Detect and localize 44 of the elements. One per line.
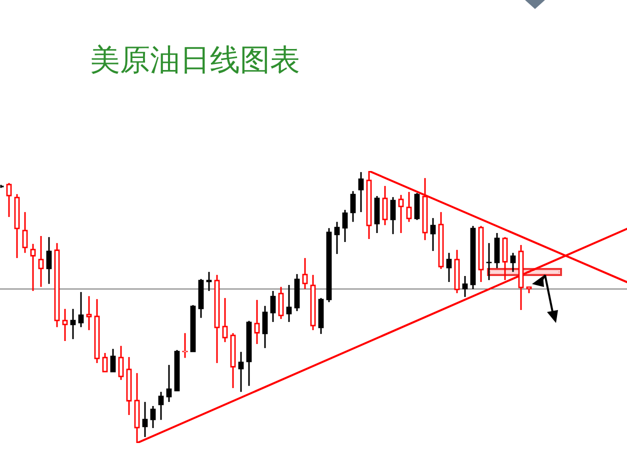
candlestick [86,295,92,331]
candlestick [206,271,212,292]
candlestick [38,235,44,288]
candlestick [262,305,268,349]
candlestick [182,332,188,359]
candlestick [102,352,108,373]
candlestick [238,351,244,393]
candlestick [462,275,468,298]
candlestick [46,236,52,285]
candlestick [414,192,420,221]
candlestick [446,252,452,283]
candlestick [110,348,116,373]
candlestick [142,401,148,438]
candlestick [118,345,124,381]
candlestick [382,185,388,226]
candlestick [254,299,260,345]
candlestick [334,221,340,255]
candlestick [30,243,36,292]
candlestick [350,190,356,223]
candlestick [358,171,364,213]
candlestick [6,182,12,218]
candlestick [390,196,396,235]
candlestick [398,194,404,234]
candlestick [158,391,164,421]
candlestick [78,291,84,328]
candlestick [286,284,292,323]
candlestick [166,364,172,403]
candlestick [406,191,412,223]
candlestick [150,405,156,429]
candlestick [374,195,380,234]
candlestick [270,290,276,323]
candlestick [494,232,500,269]
candlestick [486,242,492,281]
candlestick [430,217,436,252]
candlestick [222,297,228,343]
candlestick [22,211,28,254]
candlestick [510,252,516,273]
candlestick [302,257,308,290]
candlestick [502,236,508,281]
candlestick [342,209,348,243]
candlestick [70,308,76,340]
chart-title: 美原油日线图表 [90,42,300,80]
candlestick [278,286,284,320]
candlestick [62,308,68,342]
